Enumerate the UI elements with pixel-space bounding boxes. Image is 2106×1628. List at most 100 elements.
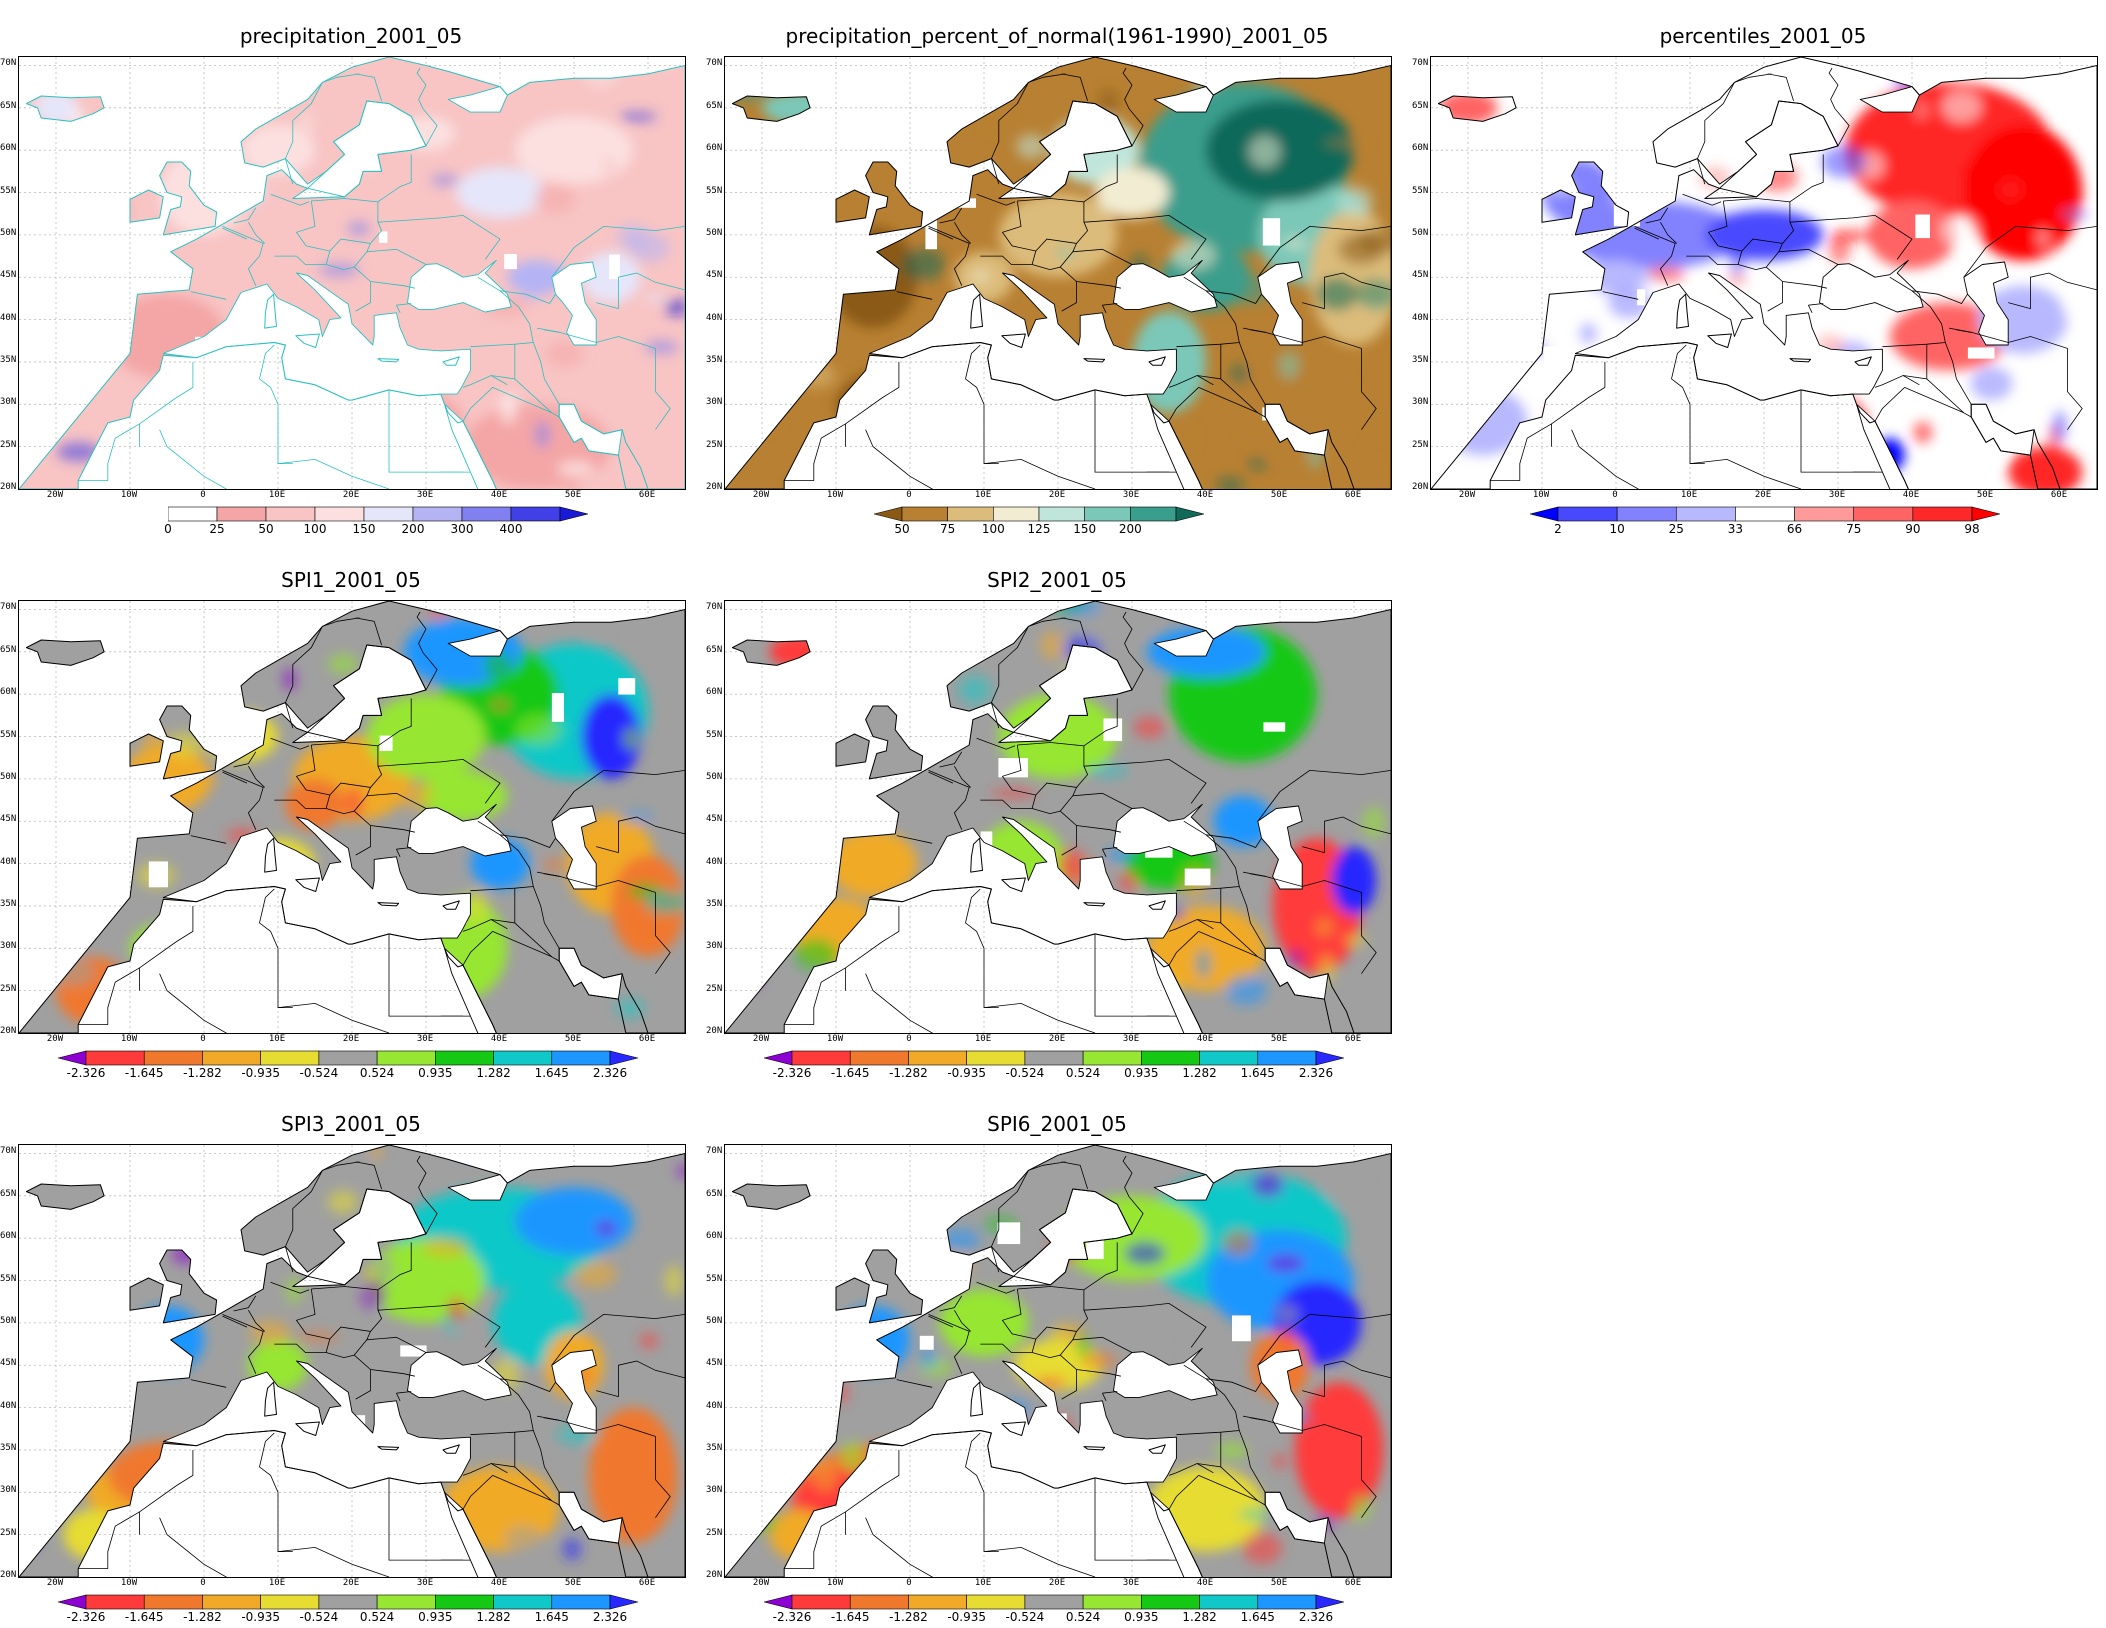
colorbar-label: 0.524 xyxy=(359,1066,395,1080)
latitude-label: 60N xyxy=(706,1231,723,1242)
colorbar-swatch xyxy=(763,1050,793,1066)
colorbar-legend: -2.326 -1.645 -1.282 -0.935 -0.524 0.524 0.935… xyxy=(763,1050,1345,1084)
longitude-label: 60E xyxy=(638,1034,656,1044)
latitude-label: 30N xyxy=(0,397,17,408)
latitude-label: 70N xyxy=(706,602,723,613)
longitude-label: 0 xyxy=(906,1578,912,1588)
coastlines xyxy=(725,601,1391,1033)
colorbar-label: 50 xyxy=(258,522,274,536)
colorbar-swatch xyxy=(265,506,316,522)
longitude-label: 50E xyxy=(564,1034,582,1044)
longitude-label: 40E xyxy=(1196,1034,1214,1044)
colorbar-label: 50 xyxy=(894,522,910,536)
longitude-label: 60E xyxy=(1344,490,1362,500)
longitude-label: 20W xyxy=(46,1034,64,1044)
colorbar-swatch xyxy=(1082,1594,1142,1610)
longitude-label: 60E xyxy=(2050,490,2068,500)
colorbar-label: -1.282 xyxy=(183,1610,222,1624)
colorbar-swatch xyxy=(167,506,218,522)
colorbar-swatches xyxy=(57,1594,639,1610)
colorbar-label: 150 xyxy=(352,522,376,536)
colorbar-swatches xyxy=(763,1594,1345,1610)
colorbar-label: 400 xyxy=(499,522,523,536)
longitude-label: 50E xyxy=(1270,490,1288,500)
longitude-label: 40E xyxy=(1196,1578,1214,1588)
colorbar-swatch xyxy=(559,506,589,522)
longitude-label: 50E xyxy=(1270,1578,1288,1588)
longitude-label: 30E xyxy=(416,1034,434,1044)
longitude-label: 20E xyxy=(342,1578,360,1588)
colorbar-label: 2 xyxy=(1554,522,1562,536)
colorbar-swatch xyxy=(314,506,365,522)
longitude-label: 60E xyxy=(1344,1578,1362,1588)
latitude-label: 20N xyxy=(706,1570,723,1580)
colorbar-swatch xyxy=(260,1594,320,1610)
longitude-label: 40E xyxy=(1196,490,1214,500)
colorbar-label: -1.645 xyxy=(124,1610,164,1624)
latitude-label: 30N xyxy=(0,941,17,952)
colorbar-label: 2.326 xyxy=(592,1610,628,1624)
panel-title: SPI2_2001_05 xyxy=(987,568,1127,592)
colorbar-label: -1.282 xyxy=(183,1066,222,1080)
latitude-label: 20N xyxy=(706,1026,723,1036)
colorbar-swatch xyxy=(1557,506,1618,522)
colorbar-swatches xyxy=(1529,506,2001,522)
latitude-label: 50N xyxy=(0,771,17,782)
latitude-label: 55N xyxy=(706,1273,723,1284)
latitude-label: 35N xyxy=(0,898,17,909)
longitude-label: 40E xyxy=(490,490,508,500)
latitude-label: 65N xyxy=(1412,100,1429,111)
colorbar-swatch xyxy=(947,506,994,522)
longitude-label: 20W xyxy=(46,1578,64,1588)
latitude-label: 70N xyxy=(0,58,17,69)
latitude-label: 55N xyxy=(0,1273,17,1284)
longitude-label: 20E xyxy=(1048,1034,1066,1044)
colorbar-label: 0.524 xyxy=(1065,1066,1101,1080)
colorbar-label: 1.645 xyxy=(534,1610,569,1624)
colorbar-swatch xyxy=(908,1050,967,1066)
colorbar-label: 1.645 xyxy=(1240,1066,1275,1080)
latitude-label: 40N xyxy=(706,856,723,867)
colorbar-swatch xyxy=(435,1050,494,1066)
colorbar-label: -1.645 xyxy=(830,1066,870,1080)
latitude-label: 50N xyxy=(1412,227,1429,238)
map-frame xyxy=(724,600,1392,1034)
colorbar-swatch xyxy=(376,1594,436,1610)
colorbar-legend: -2.326 -1.645 -1.282 -0.935 -0.524 0.524 0.935… xyxy=(57,1594,639,1628)
colorbar-legend: 2 10 25 33 66 75 90 98 xyxy=(1529,506,2001,540)
latitude-label: 25N xyxy=(706,1527,723,1538)
panel-title: SPI3_2001_05 xyxy=(281,1112,421,1136)
longitude-label: 10E xyxy=(1680,490,1698,500)
colorbar-label: 10 xyxy=(1609,522,1625,536)
colorbar-swatch xyxy=(493,1050,553,1066)
longitude-label: 10W xyxy=(826,490,844,500)
latitude-label: 60N xyxy=(1412,143,1429,154)
coastlines xyxy=(1431,57,2097,489)
colorbar-swatch xyxy=(318,1050,378,1066)
latitude-label: 55N xyxy=(706,185,723,196)
colorbar-swatch xyxy=(318,1594,378,1610)
colorbar-label: 0.524 xyxy=(359,1610,395,1624)
latitude-label: 25N xyxy=(1412,439,1429,450)
colorbar-label: 2.326 xyxy=(592,1066,628,1080)
latitude-label: 20N xyxy=(1412,482,1429,492)
latitude-label: 35N xyxy=(706,898,723,909)
colorbar-label: 1.282 xyxy=(1182,1066,1217,1080)
map-frame xyxy=(724,1144,1392,1578)
colorbar-swatch xyxy=(791,1050,851,1066)
panel-title: precipitation_2001_05 xyxy=(239,24,463,48)
water-bodies xyxy=(162,86,623,489)
longitude-label: 50E xyxy=(1270,1034,1288,1044)
colorbar-swatch xyxy=(551,1594,611,1610)
colorbar-swatch xyxy=(143,1050,203,1066)
colorbar-label: 0.935 xyxy=(1124,1066,1159,1080)
colorbar-swatch xyxy=(57,1594,87,1610)
longitude-label: 30E xyxy=(1122,1034,1140,1044)
colorbar-label: -2.326 xyxy=(772,1610,812,1624)
colorbar-swatch xyxy=(1141,1594,1200,1610)
colorbar-swatch xyxy=(461,506,512,522)
colorbar-swatch xyxy=(1257,1050,1317,1066)
longitude-label: 10W xyxy=(1532,490,1550,500)
coastlines xyxy=(19,601,685,1033)
colorbar-swatch xyxy=(412,506,463,522)
